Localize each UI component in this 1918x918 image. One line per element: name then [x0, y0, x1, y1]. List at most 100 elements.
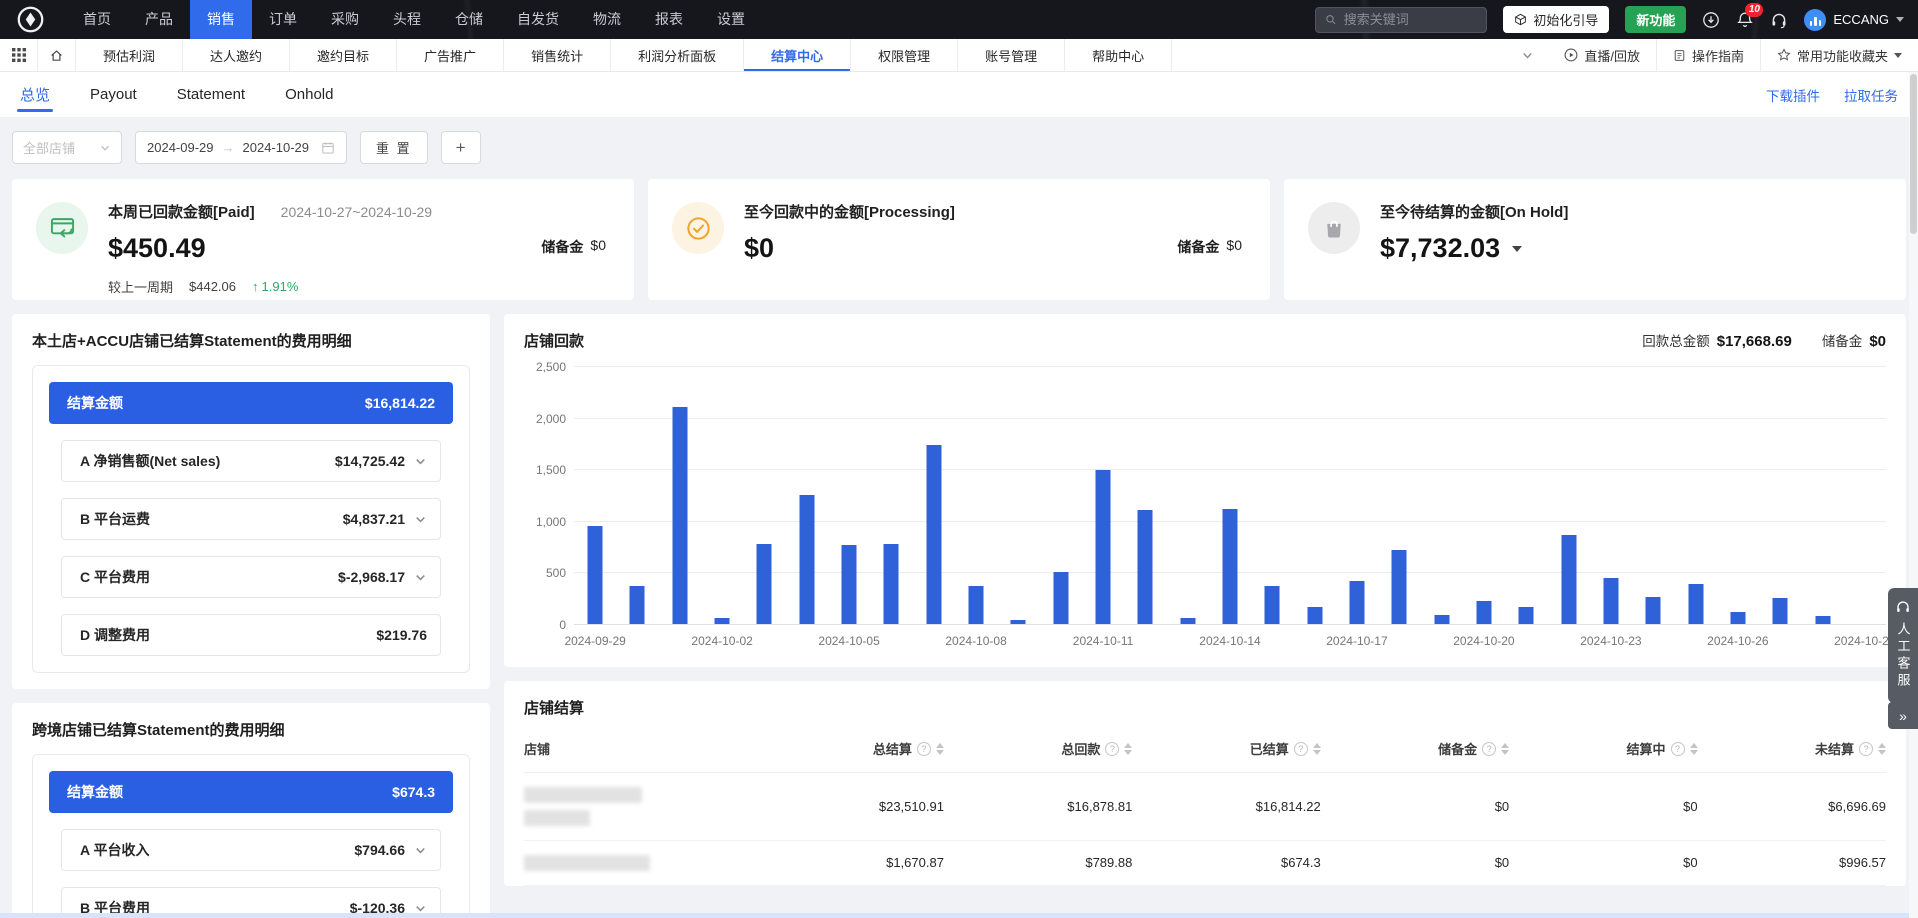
column-header[interactable]: 店铺	[524, 742, 551, 758]
page-tab[interactable]: Statement	[176, 86, 246, 103]
secondary-nav-item[interactable]: 账号管理	[958, 39, 1066, 71]
headset-icon[interactable]	[1770, 11, 1788, 29]
local-fee-header: 结算金额 $16,814.22	[49, 382, 453, 424]
sort-control[interactable]	[1689, 742, 1698, 755]
sort-control[interactable]	[1878, 742, 1886, 755]
notification-bell-icon[interactable]: 10	[1736, 2, 1764, 29]
secondary-nav-item[interactable]: 邀约目标	[290, 39, 398, 71]
top-nav-item[interactable]: 自发货	[517, 11, 559, 27]
chevron-down-icon[interactable]	[414, 455, 427, 468]
processing-card-icon	[672, 202, 724, 254]
customer-support-tab[interactable]: 人工客服	[1888, 588, 1918, 703]
fee-row[interactable]: A 平台收入 $794.66	[61, 829, 441, 871]
top-nav-item[interactable]: 设置	[717, 11, 745, 27]
collapse-chevron-icon[interactable]	[1507, 39, 1548, 71]
global-search[interactable]	[1315, 6, 1488, 33]
fee-row[interactable]: C 平台费用 $-2,968.17	[61, 556, 441, 598]
page-tab[interactable]: Onhold	[285, 86, 334, 103]
date-range-picker[interactable]: 2024-09-29 → 2024-10-29	[135, 131, 347, 164]
download-plugin-link[interactable]: 下载插件	[1766, 88, 1820, 104]
chevron-down-icon[interactable]	[414, 902, 427, 915]
search-icon	[1326, 15, 1336, 25]
home-icon[interactable]	[38, 39, 76, 71]
secondary-nav-item[interactable]: 预估利润	[76, 39, 184, 71]
top-nav-item[interactable]: 头程	[393, 11, 421, 27]
apps-grid-icon[interactable]	[0, 39, 38, 71]
page-tab[interactable]: 总览	[16, 72, 54, 118]
date-arrow: →	[221, 140, 235, 155]
chevron-down-icon[interactable]	[414, 844, 427, 857]
top-nav-item[interactable]: 采购	[331, 11, 359, 27]
trend-indicator: ↑ 1.91%	[252, 279, 298, 294]
top-nav-item[interactable]: 产品	[145, 11, 173, 27]
sort-control[interactable]	[1501, 742, 1510, 755]
reset-button[interactable]: 重 置	[360, 131, 428, 164]
sort-control[interactable]	[1124, 742, 1133, 755]
secondary-nav-item[interactable]: 帮助中心	[1065, 39, 1173, 71]
primary-nav: 首页 产品 销售 订单 采购 头程 仓储 自发货 物流 报表 设置	[66, 0, 762, 39]
scrollbar-thumb[interactable]	[1910, 74, 1917, 234]
table-row[interactable]: $23,510.91 $16,878.81 $16,814.22 $0 $0 $6,696…	[524, 772, 1886, 841]
table-cell: $789.88	[943, 840, 1133, 886]
operation-guide-link[interactable]: 操作指南	[1655, 39, 1760, 71]
column-header[interactable]: 结算中	[1626, 742, 1666, 758]
download-icon[interactable]	[1702, 11, 1720, 29]
sort-control[interactable]	[935, 742, 944, 755]
fee-row[interactable]: B 平台费用 $-120.36	[61, 887, 441, 918]
secondary-nav-item[interactable]: 权限管理	[851, 39, 959, 71]
top-nav-item[interactable]: 物流	[593, 11, 621, 27]
new-feature-button[interactable]: 新功能	[1625, 6, 1687, 33]
secondary-nav-item[interactable]: 销售统计	[504, 39, 612, 71]
table-row[interactable]: $1,670.87 $789.88 $674.3 $0 $0 $996.57	[524, 840, 1886, 886]
help-icon[interactable]: ?	[1293, 741, 1308, 756]
sort-control[interactable]	[1312, 742, 1321, 755]
top-nav-item[interactable]: 销售	[190, 0, 252, 39]
top-nav-item[interactable]: 订单	[269, 11, 297, 27]
gridline	[574, 366, 1886, 367]
help-icon[interactable]: ?	[916, 741, 931, 756]
secondary-nav-item[interactable]: 达人邀约	[183, 39, 291, 71]
help-icon[interactable]: ?	[1859, 741, 1873, 756]
chart-bar	[1815, 615, 1831, 624]
favorites-menu[interactable]: 常用功能收藏夹	[1759, 39, 1918, 71]
init-guide-button[interactable]: 初始化引导	[1503, 6, 1610, 33]
column-header[interactable]: 总回款	[1061, 742, 1101, 758]
secondary-nav-item[interactable]: 广告推广	[397, 39, 505, 71]
help-icon[interactable]: ?	[1482, 741, 1497, 756]
fee-row[interactable]: B 平台运费 $4,837.21	[61, 498, 441, 540]
top-nav-item[interactable]: 报表	[655, 11, 683, 27]
chart-bar	[799, 495, 815, 624]
check-circle-icon	[686, 216, 710, 240]
live-replay-link[interactable]: 直播/回放	[1548, 39, 1656, 71]
column-header[interactable]: 已结算	[1249, 742, 1289, 758]
add-filter-button[interactable]: +	[440, 131, 481, 164]
help-icon[interactable]: ?	[1670, 741, 1685, 756]
secondary-nav-item[interactable]: 利润分析面板	[611, 39, 745, 71]
fee-row[interactable]: A 净销售额(Net sales) $14,725.42	[61, 440, 441, 482]
column-header[interactable]: 未结算	[1814, 742, 1854, 758]
init-guide-label: 初始化引导	[1533, 13, 1599, 28]
app-logo[interactable]	[16, 6, 44, 34]
expand-panel-button[interactable]: »	[1888, 702, 1918, 729]
chevron-down-icon[interactable]	[414, 513, 427, 526]
page-tab[interactable]: Payout	[90, 86, 137, 103]
cross-fee-box: 结算金额 $674.3 A 平台收入 $794.66 B 平台费用 $-120.36	[32, 754, 470, 918]
vertical-scrollbar[interactable]	[1909, 72, 1918, 918]
x-axis-tick-label: 2024-10-08	[945, 634, 1007, 648]
column-header[interactable]: 总结算	[872, 742, 912, 758]
chart-title: 店铺回款	[524, 333, 585, 350]
column-header[interactable]: 储备金	[1438, 742, 1478, 758]
date-start: 2024-09-29	[147, 140, 214, 155]
top-nav-item[interactable]: 仓储	[455, 11, 483, 27]
onhold-dropdown-caret[interactable]	[1512, 245, 1523, 252]
top-nav-item[interactable]: 首页	[83, 11, 111, 27]
fee-row[interactable]: D 调整费用 $219.76	[61, 614, 441, 656]
bottom-scroll-strip[interactable]	[0, 913, 1909, 918]
chevron-down-icon[interactable]	[414, 571, 427, 584]
search-input[interactable]	[1343, 12, 1478, 27]
account-menu[interactable]: ECCANG	[1804, 8, 1904, 31]
shop-select[interactable]: 全部店铺	[12, 131, 122, 164]
secondary-nav-item[interactable]: 结算中心	[744, 39, 852, 71]
help-icon[interactable]: ?	[1105, 741, 1120, 756]
pull-task-link[interactable]: 拉取任务	[1844, 88, 1898, 104]
